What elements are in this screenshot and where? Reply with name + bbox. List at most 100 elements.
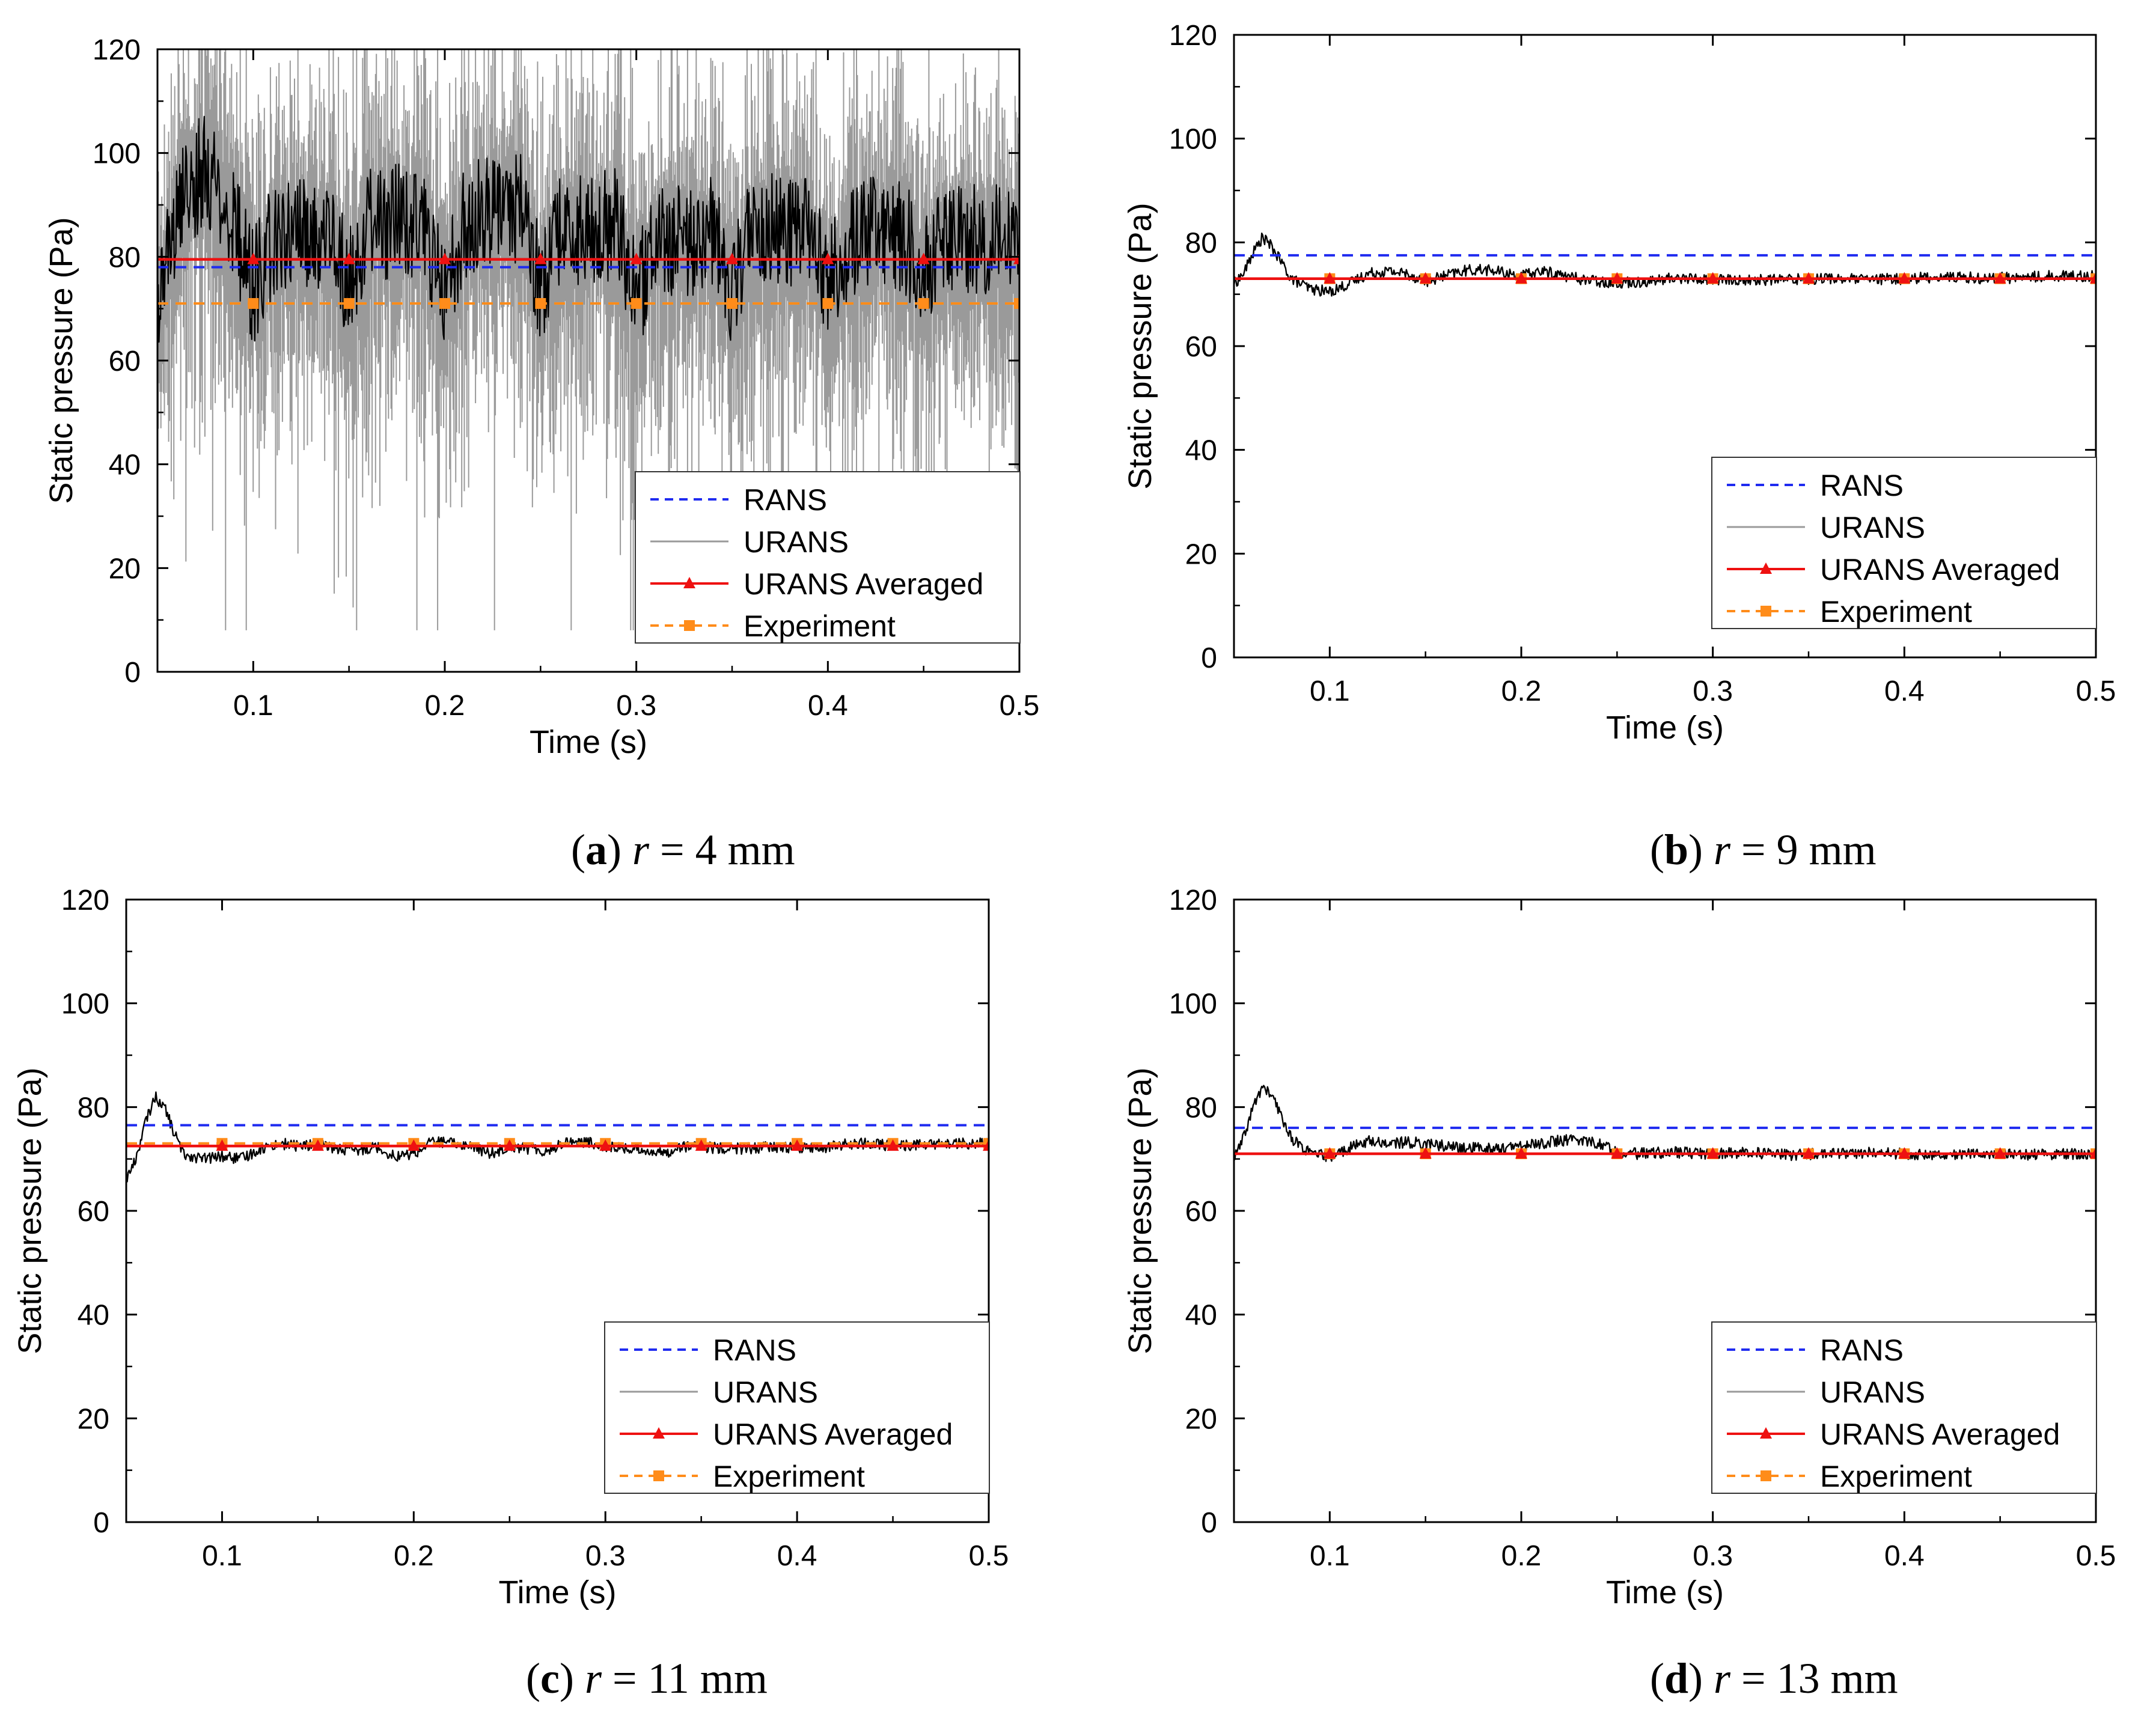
panel-caption-c: (c) r = 11 mm	[526, 1654, 768, 1704]
legend-entry: URANS Averaged	[1727, 1418, 2060, 1451]
urans-averaged-marker	[439, 252, 451, 264]
legend-label: URANS	[744, 525, 849, 559]
legend-marker-square	[653, 1470, 664, 1481]
y-tick-label: 20	[109, 553, 141, 585]
urans-line	[1234, 1085, 2096, 1162]
plot-area	[126, 1091, 989, 1183]
x-axis-label: Time (s)	[499, 1574, 617, 1610]
urans-averaged-marker	[311, 1139, 324, 1151]
caption-value: = 9 mm	[1730, 826, 1877, 874]
caption-variable: r	[584, 1654, 602, 1702]
urans-averaged-marker	[2090, 1147, 2096, 1159]
x-tick-label: 0.1	[1310, 675, 1350, 707]
legend-entry: Experiment	[1727, 1460, 1972, 1493]
y-axis-label: Static pressure (Pa)	[1122, 203, 1158, 489]
urans-averaged-marker	[216, 1139, 228, 1151]
x-tick-label: 0.5	[969, 1540, 1009, 1572]
y-axis-label: Static pressure (Pa)	[1122, 1067, 1158, 1354]
urans-averaged-marker	[1706, 272, 1719, 284]
y-tick-label: 100	[1169, 124, 1217, 156]
y-tick-label: 60	[78, 1196, 109, 1228]
urans-averaged-marker	[534, 252, 547, 264]
legend-label: RANS	[713, 1333, 796, 1367]
urans-averaged-marker	[1803, 272, 1815, 284]
legend-label: URANS Averaged	[744, 567, 983, 601]
y-tick-label: 80	[78, 1092, 109, 1124]
legend-label: RANS	[744, 483, 827, 517]
legend-entry: Experiment	[620, 1460, 865, 1493]
urans-line	[1234, 233, 2096, 297]
caption-open-paren: (	[526, 1654, 540, 1702]
experiment-marker	[343, 298, 355, 309]
x-tick-label: 0.1	[1310, 1540, 1350, 1572]
legend-marker-triangle	[653, 1427, 665, 1439]
caption-panel-letter: b	[1664, 826, 1689, 874]
y-tick-label: 80	[1185, 1092, 1217, 1124]
urans-averaged-marker	[1898, 272, 1911, 284]
x-axis-label: Time (s)	[1606, 1574, 1724, 1610]
legend: RANS URANS URANS Averaged Experiment	[635, 471, 1021, 644]
urans-averaged-marker	[1515, 1147, 1527, 1159]
caption-close-paren: )	[606, 826, 632, 874]
legend-label: URANS Averaged	[713, 1418, 953, 1451]
urans-averaged-marker	[1515, 272, 1527, 284]
y-tick-label: 20	[1185, 538, 1217, 570]
urans-averaged-marker	[1994, 272, 2006, 284]
urans-averaged-marker	[1898, 1147, 1911, 1159]
urans-averaged-marker	[2090, 272, 2096, 284]
x-tick-label: 0.3	[616, 690, 656, 722]
urans-averaged-marker	[1611, 1147, 1623, 1159]
caption-panel-letter: d	[1664, 1654, 1689, 1702]
legend-label: RANS	[1820, 469, 1904, 502]
caption-variable: r	[1714, 826, 1731, 874]
urans-averaged-marker	[695, 1139, 707, 1151]
caption-variable: r	[632, 826, 649, 874]
legend-label: URANS	[1820, 1375, 1925, 1409]
x-tick-label: 0.4	[1884, 1540, 1925, 1572]
panel-caption-a: (a) r = 4 mm	[571, 825, 795, 875]
y-axis-label: Static pressure (Pa)	[12, 1067, 48, 1354]
legend-marker-square	[1761, 1470, 1771, 1481]
urans-averaged-marker	[503, 1139, 516, 1151]
legend-entry: URANS Averaged	[620, 1418, 953, 1451]
y-tick-label: 120	[1169, 20, 1217, 52]
y-tick-label: 40	[1185, 1300, 1217, 1332]
urans-averaged-marker	[822, 252, 834, 264]
x-tick-label: 0.3	[1693, 675, 1733, 707]
y-tick-label: 100	[1169, 989, 1217, 1020]
y-tick-label: 40	[78, 1300, 109, 1332]
caption-value: = 13 mm	[1730, 1654, 1898, 1702]
y-tick-label: 0	[93, 1507, 109, 1539]
caption-close-paren: )	[1688, 1654, 1714, 1702]
x-tick-label: 0.4	[777, 1540, 817, 1572]
x-tick-label: 0.4	[808, 690, 848, 722]
caption-open-paren: (	[571, 826, 585, 874]
caption-value: = 11 mm	[601, 1654, 768, 1702]
legend-marker-square	[1761, 606, 1771, 617]
legend-entry: RANS	[650, 483, 827, 517]
legend-entry: URANS	[1727, 1375, 1925, 1409]
urans-averaged-marker	[791, 1139, 804, 1151]
legend-label: Experiment	[1820, 1460, 1972, 1493]
y-tick-label: 120	[61, 885, 109, 916]
x-tick-label: 0.2	[1501, 1540, 1542, 1572]
legend-entry: URANS Averaged	[1727, 553, 2060, 586]
legend: RANS URANS URANS Averaged Experiment	[1711, 457, 2097, 629]
urans-averaged-marker	[1611, 272, 1623, 284]
urans-averaged-marker	[1324, 1147, 1336, 1159]
legend-marker-triangle	[1760, 562, 1772, 574]
legend-entry: URANS	[650, 525, 849, 559]
x-tick-label: 0.3	[1693, 1540, 1733, 1572]
y-tick-label: 80	[109, 242, 141, 273]
caption-variable: r	[1714, 1654, 1731, 1702]
x-tick-label: 0.5	[1000, 690, 1040, 722]
legend-label: Experiment	[744, 609, 896, 643]
y-tick-label: 0	[1201, 1507, 1217, 1539]
urans-averaged-marker	[1803, 1147, 1815, 1159]
urans-averaged-marker	[343, 252, 355, 264]
y-tick-label: 40	[109, 449, 141, 481]
urans-averaged-marker	[1324, 272, 1336, 284]
legend-label: RANS	[1820, 1333, 1904, 1367]
y-tick-label: 100	[61, 989, 109, 1020]
